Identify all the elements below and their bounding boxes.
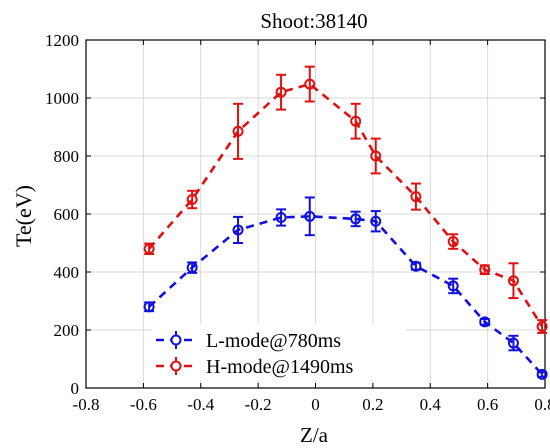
x-tick-label: -0.4 bbox=[187, 395, 214, 414]
x-axis-label: Z/a bbox=[300, 423, 329, 447]
chart-title: Shoot:38140 bbox=[260, 9, 367, 33]
data-point bbox=[410, 260, 422, 272]
series-group bbox=[143, 65, 548, 380]
series-1 bbox=[143, 65, 548, 334]
y-tick-label: 1000 bbox=[45, 89, 79, 108]
data-point bbox=[479, 264, 491, 276]
data-point bbox=[370, 215, 382, 227]
data-point bbox=[275, 211, 287, 223]
x-tick-label: 0.4 bbox=[420, 395, 442, 414]
x-tick-label: 0 bbox=[311, 395, 320, 414]
y-tick-label: 0 bbox=[71, 379, 80, 398]
y-tick-label: 1200 bbox=[45, 31, 79, 50]
data-point bbox=[536, 368, 548, 380]
data-point bbox=[232, 224, 244, 236]
data-point bbox=[143, 243, 155, 255]
x-tick-label: 0.2 bbox=[362, 395, 383, 414]
x-tick-label: -0.8 bbox=[73, 395, 100, 414]
data-point bbox=[350, 213, 362, 225]
legend-label: H-mode@1490ms bbox=[206, 356, 354, 378]
data-point bbox=[536, 321, 548, 333]
data-point bbox=[479, 316, 491, 328]
data-point bbox=[410, 191, 422, 203]
data-point bbox=[186, 194, 198, 205]
y-tick-label: 200 bbox=[54, 321, 80, 340]
x-tick-label: -0.2 bbox=[245, 395, 272, 414]
legend-item: L-mode@780ms bbox=[156, 330, 341, 352]
legend-marker bbox=[170, 360, 182, 372]
data-point bbox=[186, 262, 198, 274]
data-point bbox=[350, 115, 362, 127]
series-line bbox=[148, 82, 544, 328]
legend-marker bbox=[170, 334, 182, 346]
data-point bbox=[507, 275, 519, 287]
data-point bbox=[447, 280, 459, 292]
legend-box bbox=[152, 324, 406, 380]
series-0 bbox=[143, 196, 548, 380]
y-axis-label: Te(eV) bbox=[11, 185, 36, 247]
data-point bbox=[507, 337, 519, 349]
legend: L-mode@780ms H-mode@1490ms bbox=[152, 324, 406, 380]
data-point bbox=[304, 78, 316, 90]
y-tick-label: 600 bbox=[54, 205, 80, 224]
legend-item: H-mode@1490ms bbox=[156, 356, 354, 378]
y-tick-label: 800 bbox=[54, 147, 80, 166]
x-tick-label: 0.8 bbox=[534, 395, 550, 414]
data-point bbox=[447, 236, 459, 248]
data-point bbox=[370, 150, 382, 162]
x-tick-label: 0.6 bbox=[477, 395, 498, 414]
legend-label: L-mode@780ms bbox=[206, 330, 341, 352]
data-point bbox=[232, 125, 244, 137]
data-point bbox=[143, 301, 155, 313]
x-tick-label: -0.6 bbox=[130, 395, 157, 414]
data-point bbox=[304, 210, 316, 222]
y-tick-label: 400 bbox=[54, 263, 80, 282]
data-point bbox=[275, 86, 287, 98]
axes: -0.8 -0.6 -0.4 -0.2 0 0.2 0.4 0.6 0.8 0 200 400 600 8… bbox=[45, 31, 550, 414]
